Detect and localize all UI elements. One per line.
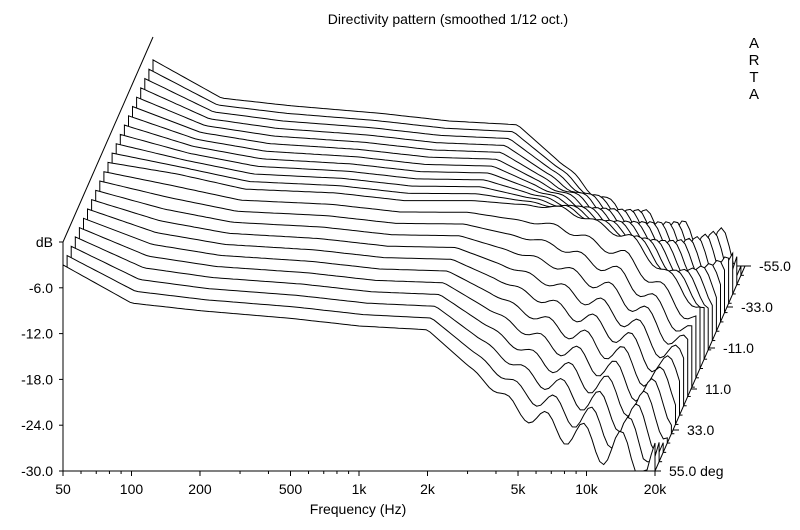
directivity-curves [62, 59, 745, 472]
angle-tick-label: 55.0 deg [669, 463, 724, 479]
chart-title: Directivity pattern (smoothed 1/12 oct.) [328, 11, 568, 27]
y-tick-label: dB [36, 234, 53, 250]
x-tick-label: 1k [352, 481, 368, 497]
y-tick-label: -24.0 [21, 417, 53, 433]
x-tick-label: 100 [120, 481, 144, 497]
x-tick-label: 50 [55, 481, 71, 497]
watermark-letter: R [749, 52, 760, 69]
x-axis-ticks: 50 100 200 500 1k 2k 5k 10k 20k [55, 471, 667, 497]
angle-tick-label: -11.0 [723, 340, 754, 356]
y-tick-label: -30.0 [21, 463, 53, 479]
y-tick-label: -12.0 [21, 326, 53, 342]
x-tick-label: 5k [511, 481, 527, 497]
y-tick-label: -6.0 [29, 280, 53, 296]
angle-tick-label: 33.0 [687, 422, 714, 438]
angle-tick-label: -55.0 [759, 258, 791, 274]
x-tick-label: 200 [188, 481, 212, 497]
watermark-letter: A [749, 86, 759, 103]
x-axis-label: Frequency (Hz) [310, 501, 406, 517]
x-tick-label: 10k [575, 481, 599, 497]
angle-axis-ticks: -55.0 -33.0 -11.0 11.0 33.0 55.0 deg [655, 258, 791, 479]
x-tick-label: 20k [644, 481, 668, 497]
angle-tick-label: 11.0 [705, 381, 731, 397]
y-axis-ticks: dB -6.0 -12.0 -18.0 -24.0 -30.0 [21, 234, 63, 479]
depth-edge-top [62, 36, 154, 243]
y-tick-label: -18.0 [21, 371, 53, 387]
x-tick-label: 2k [420, 481, 436, 497]
watermark-letter: A [749, 35, 759, 52]
x-tick-label: 500 [279, 481, 303, 497]
watermark-letter: T [749, 69, 758, 86]
response-curve [62, 264, 656, 472]
angle-tick-label: -33.0 [741, 299, 773, 315]
